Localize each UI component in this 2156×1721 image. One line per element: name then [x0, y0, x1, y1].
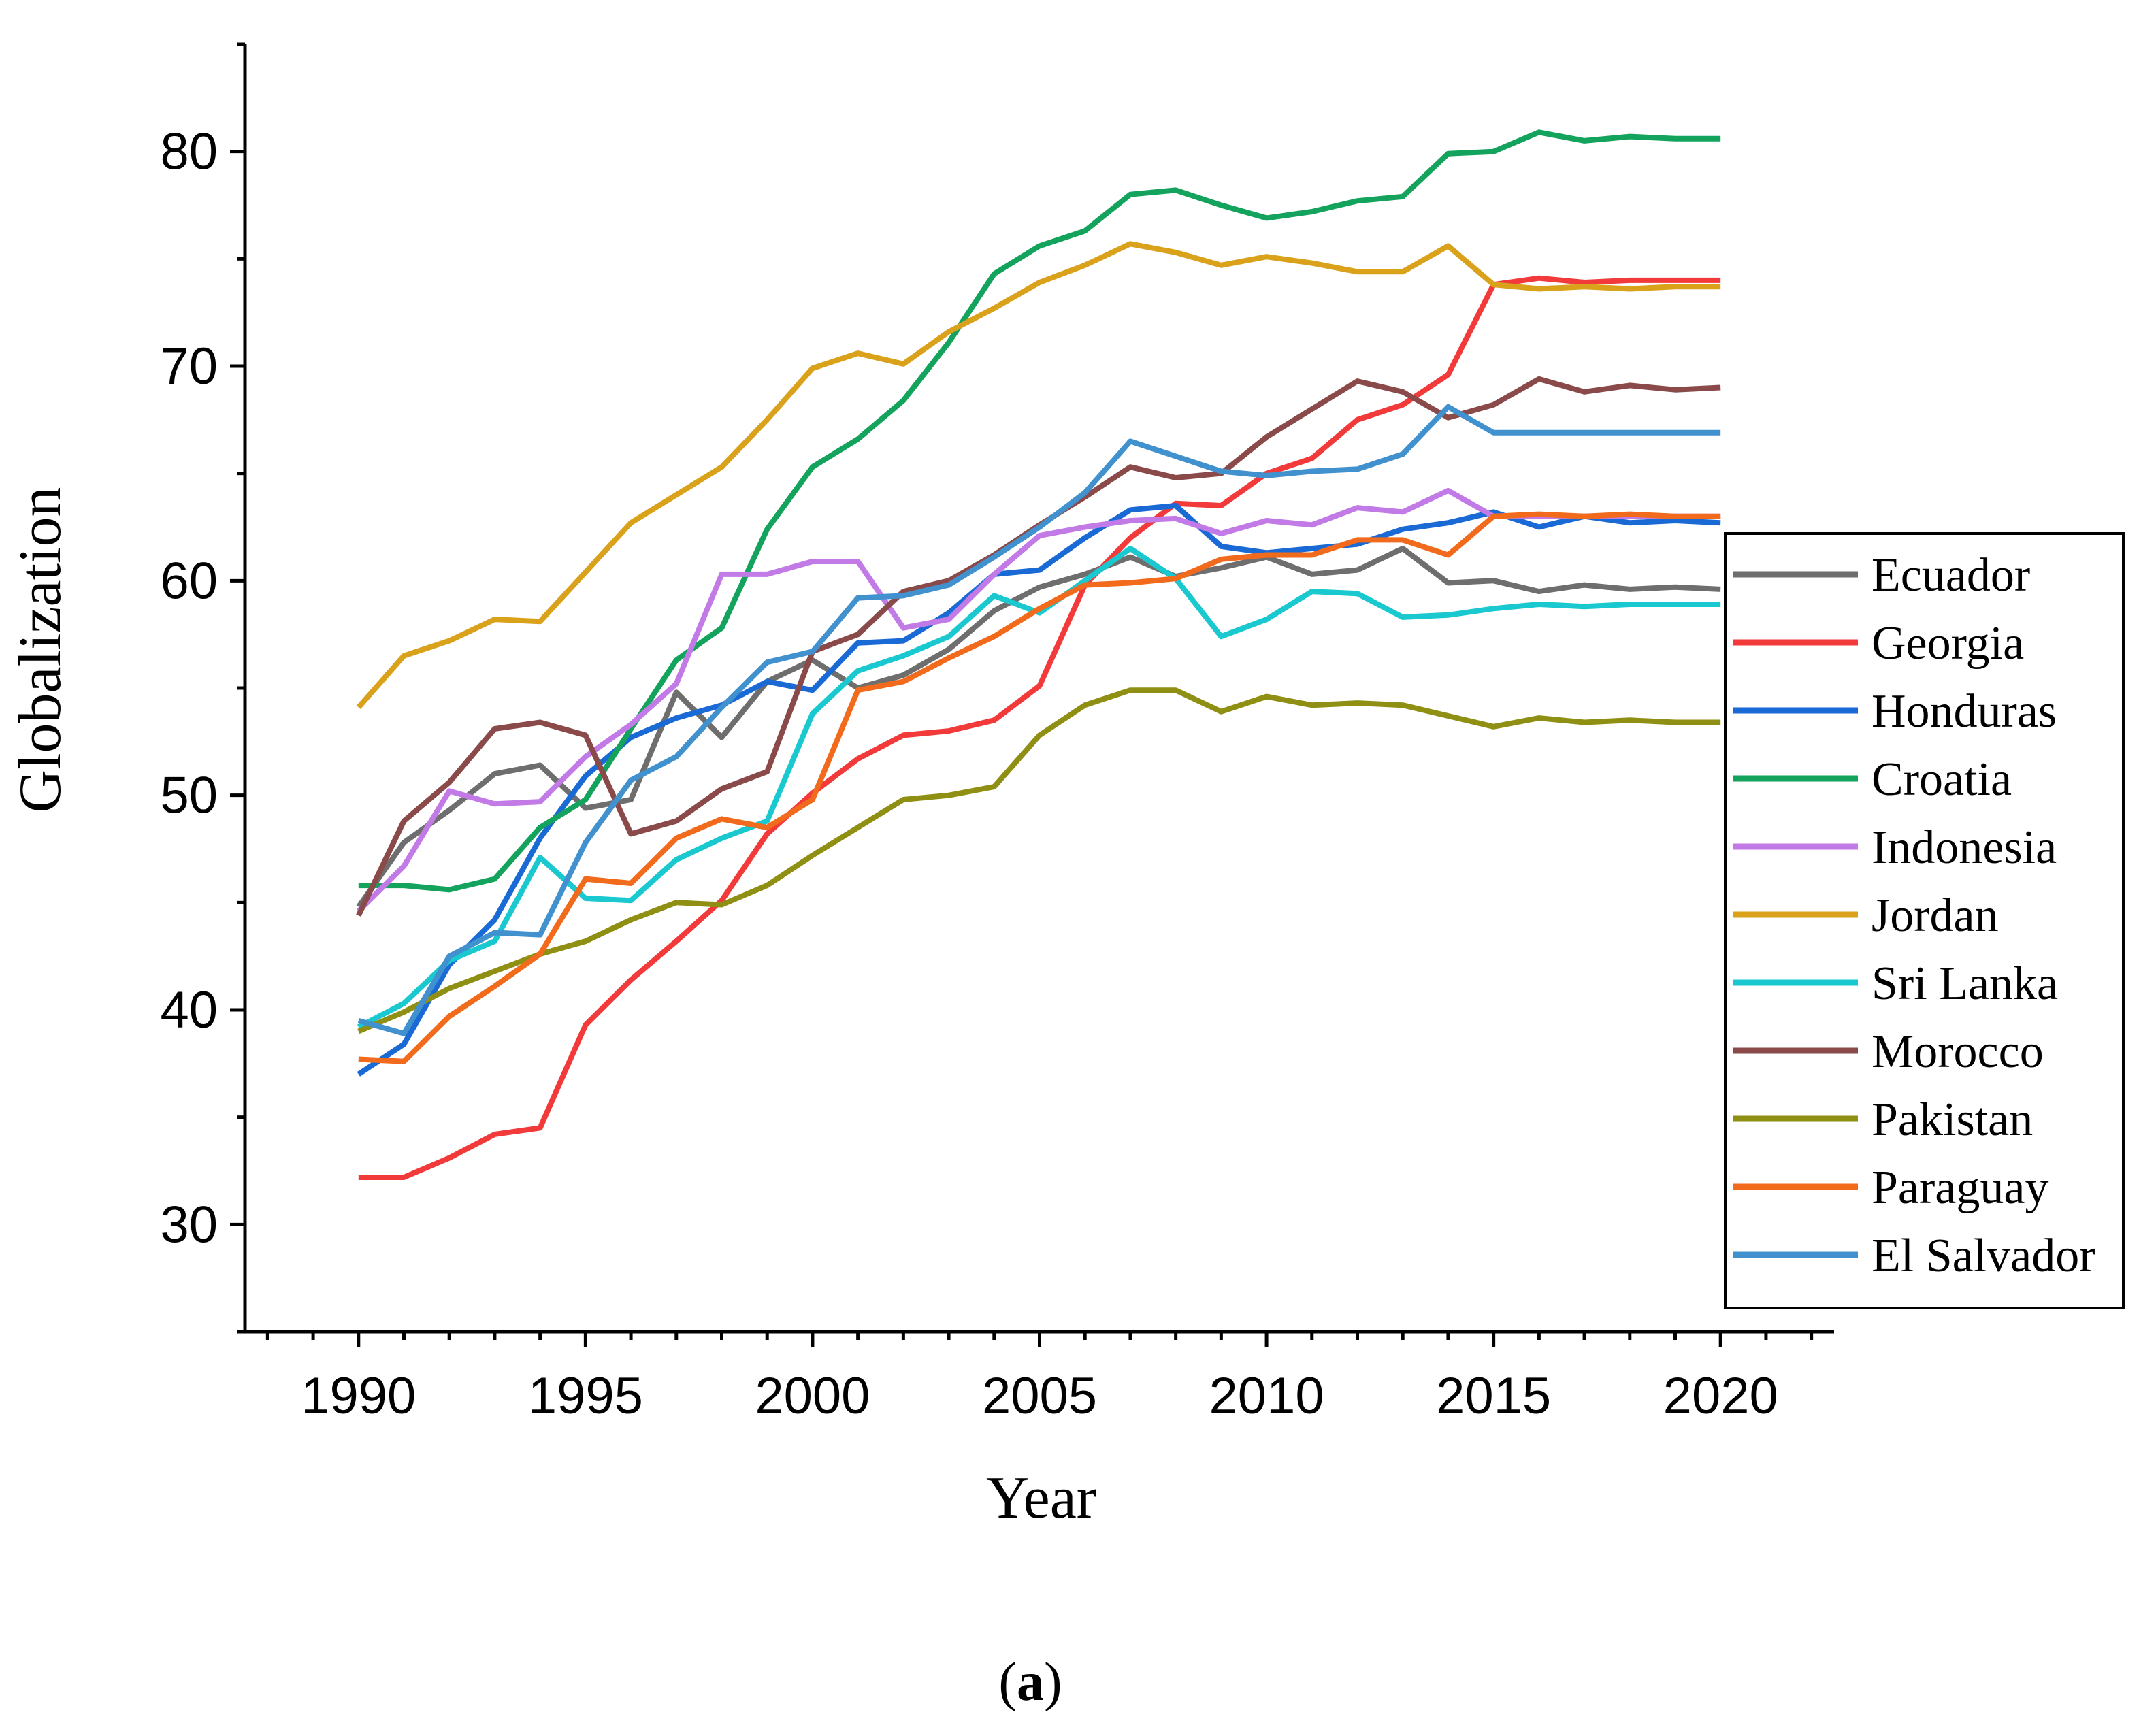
- legend-label-croatia: Croatia: [1872, 753, 2012, 806]
- series-line-honduras: [357, 503, 1721, 1077]
- y-tick-label: 70: [160, 338, 218, 395]
- legend: Ecuador Georgia Honduras Croatia Indonesia Jo…: [1724, 532, 2125, 1309]
- legend-label-morocco: Morocco: [1872, 1026, 2044, 1078]
- legend-label-georgia: Georgia: [1872, 617, 2024, 670]
- legend-label-jordan: Jordan: [1872, 889, 1999, 942]
- legend-label-sri-lanka: Sri Lanka: [1872, 957, 2058, 1010]
- series-line-ecuador: [356, 546, 1721, 908]
- x-tick-label: 2010: [1209, 1367, 1324, 1425]
- series-line-pakistan: [357, 687, 1721, 1034]
- series-layer: [356, 129, 1721, 1180]
- x-tick-label: 2020: [1663, 1367, 1778, 1425]
- legend-label-honduras: Honduras: [1872, 685, 2057, 738]
- series-line-jordan: [356, 241, 1721, 710]
- x-tick-label: 2000: [755, 1367, 870, 1425]
- x-tick-label: 1995: [528, 1367, 643, 1425]
- y-tick-label: 30: [160, 1196, 218, 1253]
- series-line-croatia: [358, 129, 1721, 893]
- y-tick-label: 80: [160, 123, 218, 181]
- x-tick-label: 2015: [1436, 1367, 1551, 1425]
- legend-label-indonesia: Indonesia: [1872, 821, 2057, 874]
- legend-label-paraguay: Paraguay: [1872, 1162, 2048, 1214]
- y-axis-title: Globalization: [7, 487, 74, 813]
- axes: 30 40 50 60 70 80 1990 1995 2000 2005 2010 2015 2020: [160, 42, 1834, 1425]
- series-line-paraguay: [358, 511, 1721, 1064]
- y-tick-label: 60: [160, 552, 218, 610]
- caption-open: (: [998, 1652, 1017, 1712]
- x-tick-label: 1990: [301, 1367, 416, 1425]
- x-axis-title: Year: [986, 1465, 1096, 1531]
- series-line-sri-lanka: [357, 546, 1721, 1030]
- caption-close: ): [1044, 1652, 1062, 1712]
- legend-label-el-salvador: El Salvador: [1872, 1230, 2095, 1282]
- legend-box: [1724, 532, 2125, 1309]
- figure-caption: (a): [998, 1652, 1062, 1712]
- legend-label-pakistan: Pakistan: [1872, 1094, 2033, 1146]
- legend-label-ecuador: Ecuador: [1872, 549, 2030, 602]
- y-tick-label: 40: [160, 981, 218, 1039]
- x-tick-label: 2005: [982, 1367, 1097, 1425]
- y-tick-label: 50: [160, 767, 218, 825]
- series-line-el-salvador: [357, 404, 1721, 1036]
- caption-label: a: [1017, 1652, 1044, 1712]
